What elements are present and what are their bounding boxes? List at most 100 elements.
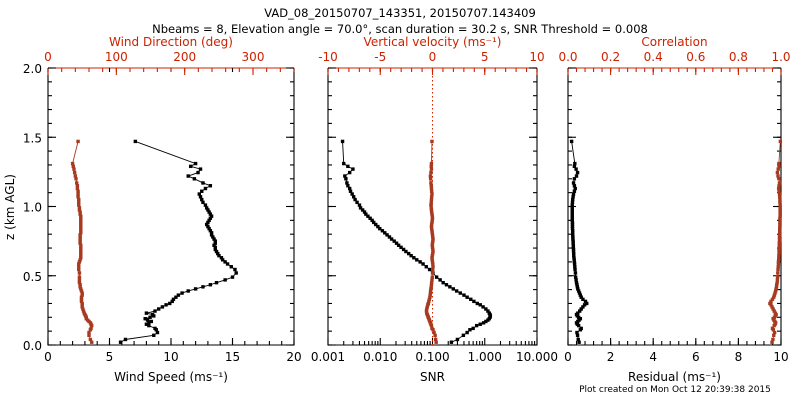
data-point: [778, 214, 782, 218]
data-point: [575, 330, 579, 335]
data-point: [80, 301, 84, 306]
data-point: [430, 278, 434, 282]
data-point: [217, 253, 221, 258]
x-top-tick-label: -5: [374, 50, 386, 64]
data-point: [82, 311, 86, 315]
data-point: [579, 307, 583, 311]
data-point: [478, 322, 482, 326]
data-point: [206, 220, 210, 225]
data-point: [392, 239, 396, 243]
data-point: [80, 293, 84, 297]
data-point: [428, 174, 433, 178]
data-point: [570, 200, 575, 205]
data-point: [572, 251, 576, 256]
data-point: [74, 177, 78, 181]
data-point: [87, 333, 91, 338]
data-point: [430, 326, 434, 331]
data-point: [484, 307, 488, 311]
data-point: [428, 289, 433, 293]
data-point: [575, 285, 580, 289]
data-point: [428, 177, 433, 181]
data-point: [206, 208, 210, 212]
data-point: [577, 340, 581, 344]
data-point: [571, 237, 575, 241]
data-point: [378, 226, 382, 231]
data-point: [774, 287, 778, 291]
data-point: [776, 167, 780, 171]
data-point: [575, 283, 579, 287]
data-point: [570, 231, 575, 235]
data-point: [573, 271, 578, 275]
data-point: [209, 231, 214, 235]
data-point: [171, 297, 176, 301]
x-tick-label: 0: [564, 350, 572, 364]
data-point: [143, 316, 147, 321]
data-point: [430, 245, 435, 250]
data-point: [364, 212, 368, 216]
data-point: [574, 280, 579, 285]
x-tick-label: 0.010: [363, 350, 397, 364]
x-top-axis-label: Wind Direction (deg): [109, 35, 233, 49]
data-point: [421, 262, 425, 266]
data-point: [234, 271, 238, 275]
data-point: [579, 295, 583, 299]
data-point: [776, 258, 781, 262]
data-point: [572, 253, 576, 258]
data-point: [573, 161, 577, 166]
data-point: [376, 224, 380, 229]
data-point: [573, 186, 577, 191]
x-tick-label: 4: [649, 350, 657, 364]
data-point: [415, 258, 419, 262]
data-point: [426, 301, 431, 306]
data-point: [431, 247, 435, 252]
x-top-tick-label: 0.4: [644, 50, 663, 64]
x-top-axis-label: Correlation: [641, 35, 707, 49]
data-point: [193, 161, 198, 166]
data-point: [152, 333, 156, 338]
data-point: [468, 328, 472, 332]
data-point: [429, 200, 433, 205]
data-point: [79, 251, 83, 256]
data-point: [778, 233, 782, 237]
data-point: [481, 321, 486, 325]
panel-2: 0.001 0.010 0.100 1.000 10.000 SNR -10 -5 0 5 10 Ve…: [311, 35, 558, 384]
data-point: [88, 337, 93, 342]
data-point: [431, 251, 435, 256]
x-axis-label: Wind Speed (ms⁻¹): [114, 370, 228, 384]
data-point: [574, 174, 579, 178]
data-point: [78, 283, 82, 287]
x-tick-label: 8: [735, 350, 743, 364]
x-tick-label: 2: [607, 350, 615, 364]
data-point: [430, 231, 434, 235]
data-point: [570, 222, 575, 227]
data-point: [431, 235, 435, 239]
data-point: [576, 287, 580, 291]
data-point: [79, 220, 83, 225]
data-point: [429, 285, 433, 289]
x-tick-label: 0.001: [311, 350, 345, 364]
data-point: [430, 241, 435, 245]
data-point: [387, 235, 392, 239]
x-top-tick-label: 10: [529, 50, 544, 64]
x-top-axis-label: Vertical velocity (ms⁻¹): [364, 35, 502, 49]
data-point: [777, 241, 781, 245]
data-point: [79, 295, 84, 299]
data-point: [430, 216, 435, 220]
data-point: [430, 256, 434, 260]
data-point: [201, 285, 205, 289]
data-point: [769, 299, 773, 304]
data-point: [777, 251, 781, 256]
data-point: [79, 289, 84, 293]
data-point: [777, 243, 781, 247]
data-point: [777, 177, 781, 181]
data-point: [351, 167, 355, 171]
data-point: [429, 189, 434, 193]
data-point: [777, 181, 782, 185]
data-point: [571, 181, 576, 185]
data-point: [474, 323, 479, 328]
data-point: [429, 280, 434, 285]
data-point: [164, 303, 168, 307]
data-point: [79, 224, 83, 229]
data-point: [79, 216, 83, 220]
data-point: [430, 260, 435, 264]
